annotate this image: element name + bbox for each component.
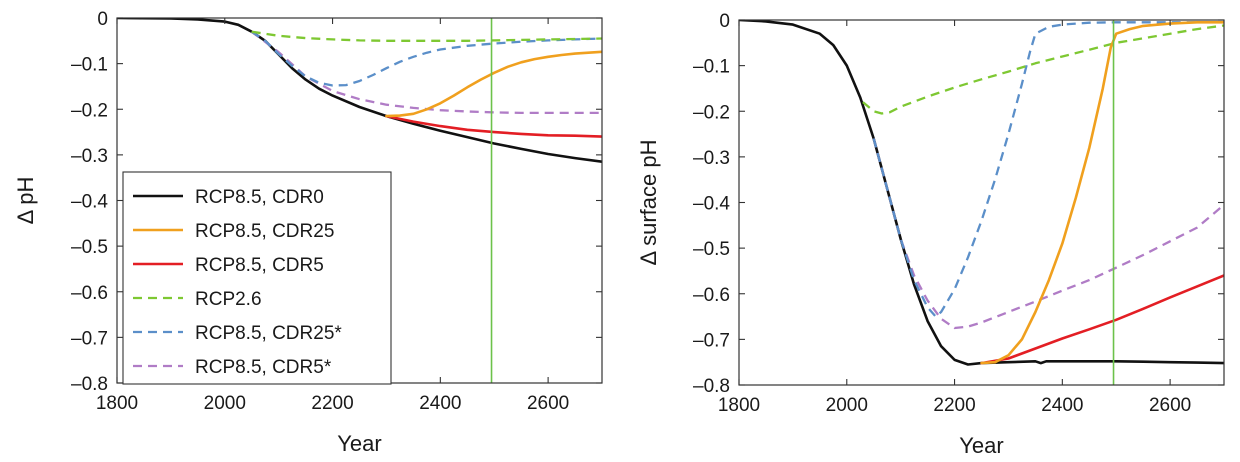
right-x-tick-label: 2200 — [933, 395, 975, 416]
left-y-tick-label: –0.6 — [71, 283, 108, 304]
legend-label: RCP2.6 — [195, 289, 262, 310]
right-series-rcp2-6 — [862, 24, 1224, 115]
left-y-tick-label: –0.4 — [71, 192, 108, 213]
right-series-rcp8-5-cdr0 — [739, 20, 1224, 366]
right-y-tick-label: –0.7 — [693, 330, 730, 351]
left-x-tick-label: 1800 — [96, 393, 138, 414]
right-series-rcp8-5-cdr5 — [872, 138, 1224, 330]
left-y-tick-label: –0.5 — [71, 237, 108, 258]
legend-label: RCP8.5, CDR5* — [195, 357, 332, 378]
legend-box — [122, 171, 392, 385]
right-y-axis-label: Δ surface pH — [636, 140, 661, 266]
left-y-tick-label: –0.3 — [71, 146, 108, 167]
left-series-rcp8-5-cdr5 — [385, 114, 602, 138]
right-y-tick-label: –0.6 — [693, 285, 730, 306]
right-y-tick-label: 0 — [719, 11, 730, 32]
right-plot-frame — [738, 19, 1225, 386]
right-x-tick-label: 1800 — [718, 395, 760, 416]
right-x-axis-label: Year — [959, 433, 1003, 458]
left-x-axis-label: Year — [337, 431, 381, 456]
left-series-group — [117, 18, 602, 163]
right-series-group — [739, 20, 1224, 366]
right-y-tick-label: –0.3 — [693, 148, 730, 169]
right-y-tick-label: –0.4 — [693, 194, 730, 215]
right-x-tick-label: 2400 — [1041, 395, 1083, 416]
left-series-rcp2-6 — [251, 30, 602, 42]
legend: RCP8.5, CDR0 RCP8.5, CDR25 RCP8.5, CDR5 RCP… — [122, 171, 392, 385]
left-y-tick-label: –0.8 — [71, 374, 108, 395]
left-panel: 1800 2000 2200 2400 2600 0 –0.1 –0.2 –0.3 –0.4 –0.… — [13, 9, 603, 456]
left-series-rcp8-5-cdr0 — [117, 18, 602, 163]
right-y-tick-label: –0.5 — [693, 239, 730, 260]
right-series-rcp8-5-cdr25 — [872, 21, 1224, 318]
legend-label: RCP8.5, CDR5 — [195, 255, 324, 276]
legend-label: RCP8.5, CDR25 — [195, 221, 334, 242]
left-series-rcp8-5-cdr25 — [251, 30, 602, 87]
left-x-tick-label: 2600 — [527, 393, 569, 414]
legend-label: RCP8.5, CDR25* — [195, 323, 342, 344]
left-y-axis-label: Δ pH — [13, 177, 38, 225]
left-series-rcp8-5-cdr25 — [385, 50, 602, 118]
left-y-tick-label: –0.7 — [71, 328, 108, 349]
right-y-tick-label: –0.2 — [693, 102, 730, 123]
legend-label: RCP8.5, CDR0 — [195, 187, 324, 208]
right-y-tick-label: –0.8 — [693, 376, 730, 397]
right-series-rcp8-5-cdr25 — [980, 20, 1224, 365]
left-x-tick-label: 2200 — [311, 393, 353, 414]
right-panel: 1800 2000 2200 2400 2600 0 –0.1 –0.2 –0.3 –0.4 –0.… — [636, 11, 1225, 458]
left-y-tick-label: –0.2 — [71, 100, 108, 121]
right-x-tick-label: 2600 — [1149, 395, 1191, 416]
left-series-rcp8-5-cdr5 — [251, 30, 602, 115]
left-y-tick-label: 0 — [97, 9, 108, 30]
right-y-tick-label: –0.1 — [693, 57, 730, 78]
right-series-rcp8-5-cdr5 — [980, 274, 1224, 365]
left-x-tick-label: 2400 — [419, 393, 461, 414]
left-y-tick-label: –0.1 — [71, 55, 108, 76]
right-x-tick-label: 2000 — [826, 395, 868, 416]
left-x-tick-label: 2000 — [204, 393, 246, 414]
